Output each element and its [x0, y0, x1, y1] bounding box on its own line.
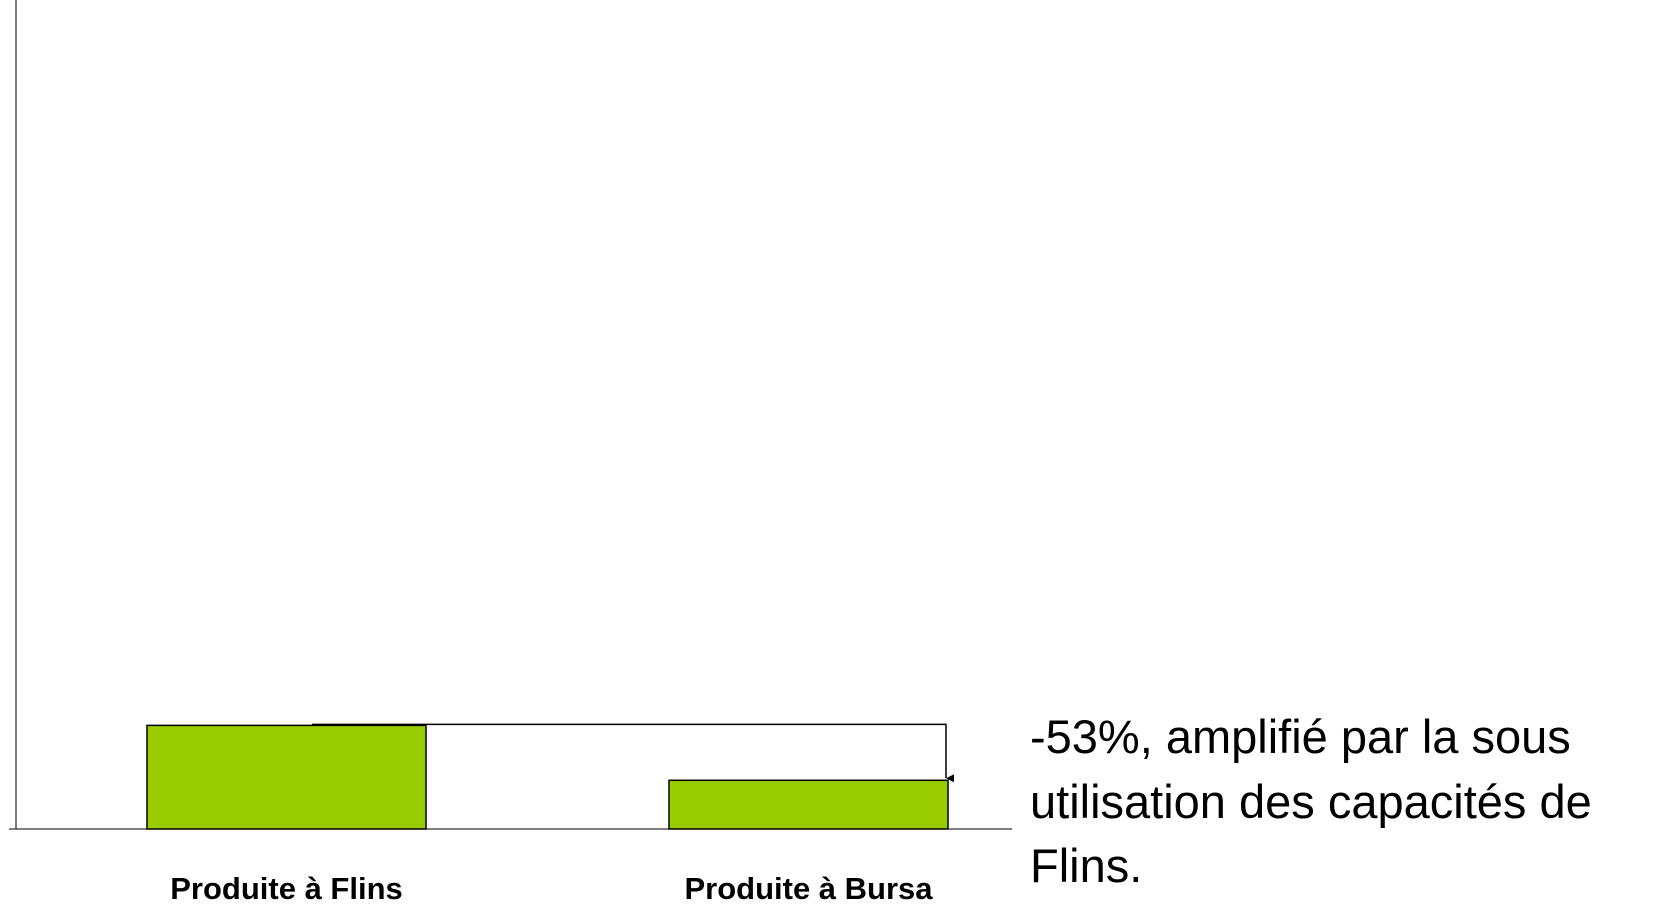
- bar: [146, 724, 427, 830]
- annotation: utilisation des capacités de: [1030, 775, 1592, 828]
- annotation: Flins.: [1030, 839, 1142, 892]
- bar: [668, 779, 949, 830]
- x-tick-label: Produite à Bursa: [684, 871, 933, 906]
- difference-bracket: [312, 723, 954, 783]
- annotation: -53%, amplifié par la sous: [1030, 710, 1571, 763]
- x-tick-label: Produite à Flins: [170, 871, 403, 906]
